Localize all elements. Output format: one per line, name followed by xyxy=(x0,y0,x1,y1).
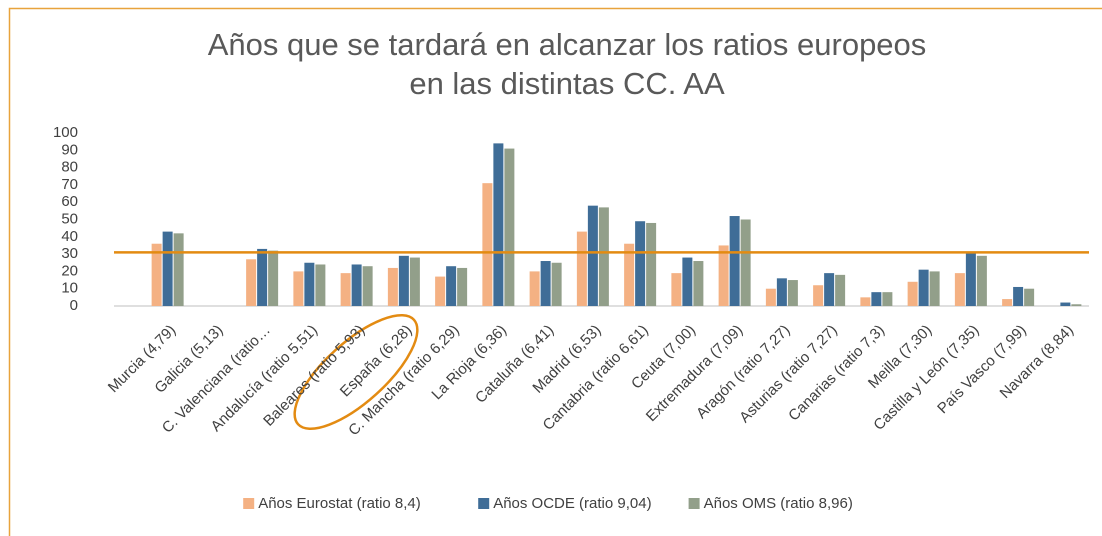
legend-swatch xyxy=(478,498,490,509)
bar xyxy=(813,285,824,306)
bar xyxy=(1024,288,1035,306)
bar xyxy=(624,243,635,306)
bar xyxy=(587,205,598,306)
bar xyxy=(635,221,646,306)
bar xyxy=(776,278,787,306)
bar xyxy=(540,261,551,306)
y-tick-label: 70 xyxy=(61,176,78,193)
legend-swatch xyxy=(688,498,700,509)
y-tick-label: 10 xyxy=(61,280,78,297)
bar xyxy=(293,271,304,306)
bar xyxy=(646,222,657,306)
y-tick-label: 90 xyxy=(61,141,78,158)
y-tick-label: 20 xyxy=(61,262,78,279)
highlight-ellipse xyxy=(293,313,419,431)
y-tick-label: 60 xyxy=(61,193,78,210)
bar xyxy=(976,255,987,306)
legend-label: Años OMS (ratio 8,96) xyxy=(704,495,853,512)
bar xyxy=(315,264,326,306)
bar xyxy=(860,297,871,306)
bar xyxy=(907,281,918,306)
bar xyxy=(1013,286,1024,306)
legend-label: Años OCDE (ratio 9,04) xyxy=(493,495,651,512)
y-tick-label: 30 xyxy=(61,245,78,262)
y-tick-label: 50 xyxy=(61,210,78,227)
bar xyxy=(457,267,468,306)
bar xyxy=(304,262,315,306)
bar xyxy=(362,266,373,306)
bar xyxy=(1071,304,1082,306)
bar xyxy=(729,216,740,306)
chart-title: en las distintas CC. AA xyxy=(409,66,725,101)
bar xyxy=(835,274,846,306)
bar xyxy=(693,261,704,306)
y-tick-label: 100 xyxy=(53,124,78,141)
bar xyxy=(1060,302,1071,306)
bar xyxy=(1002,299,1013,306)
bar xyxy=(162,231,173,306)
bar xyxy=(351,264,362,306)
bar xyxy=(398,255,409,306)
bar xyxy=(740,219,751,306)
bar xyxy=(173,233,184,306)
bar xyxy=(268,250,279,306)
bar xyxy=(482,183,493,306)
legend-swatch xyxy=(243,498,255,509)
bar xyxy=(882,292,893,306)
bar xyxy=(246,259,257,306)
bar xyxy=(954,273,965,306)
bar xyxy=(671,273,682,306)
bar xyxy=(871,292,882,306)
bar xyxy=(340,273,351,306)
bar xyxy=(682,257,693,306)
bar xyxy=(446,266,457,306)
bar xyxy=(257,248,268,306)
y-tick-label: 0 xyxy=(70,297,78,314)
bar xyxy=(576,231,587,306)
chart-title: Años que se tardará en alcanzar los rati… xyxy=(208,27,927,62)
bar xyxy=(824,273,835,306)
bar xyxy=(409,257,420,306)
bar xyxy=(787,280,798,306)
bar xyxy=(493,143,504,306)
bar xyxy=(435,276,446,306)
bar xyxy=(598,207,609,306)
bar xyxy=(504,148,515,306)
y-tick-label: 40 xyxy=(61,228,78,245)
chart-frame xyxy=(8,7,1102,536)
bar xyxy=(718,245,729,306)
bar xyxy=(765,288,776,306)
legend-label: Años Eurostat (ratio 8,4) xyxy=(258,495,421,512)
bar xyxy=(387,267,398,306)
bar xyxy=(929,271,940,306)
x-tick-label: País Vasco (7,99) xyxy=(934,322,1030,418)
bar xyxy=(151,243,162,306)
bar xyxy=(529,271,540,306)
bar xyxy=(551,262,562,306)
bar xyxy=(965,252,976,306)
bar xyxy=(918,269,929,306)
y-tick-label: 80 xyxy=(61,159,78,176)
